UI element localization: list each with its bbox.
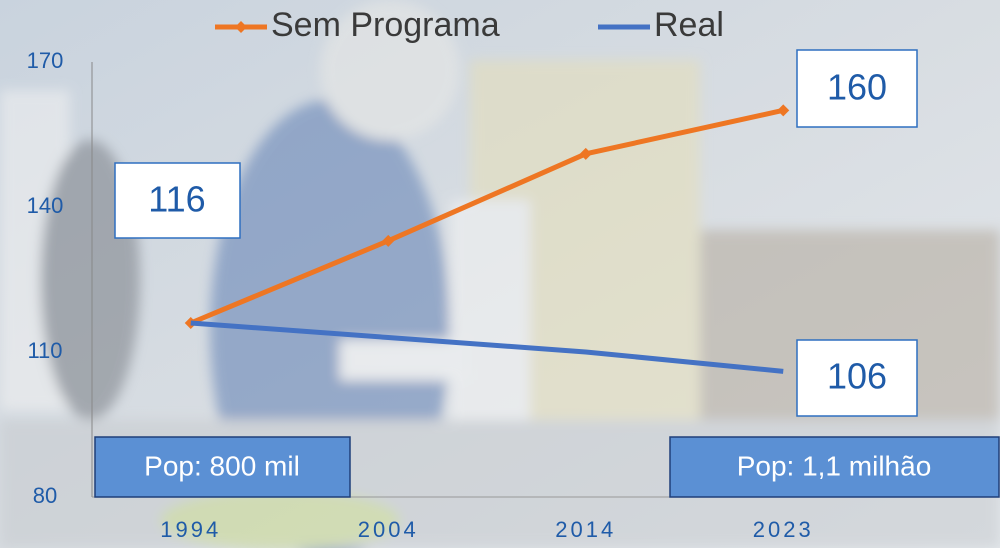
- x-tick-label: 2014: [555, 517, 616, 542]
- value-label: 116: [148, 179, 205, 220]
- y-tick-label: 170: [27, 48, 64, 73]
- annotation: Pop: 1,1 milhão: [737, 450, 932, 481]
- y-tick-label: 110: [27, 338, 62, 363]
- x-tick-label: 2023: [753, 517, 814, 542]
- value-label: 106: [827, 356, 887, 397]
- annotation: Pop: 800 mil: [144, 450, 300, 481]
- y-tick-label: 140: [27, 193, 64, 218]
- chart: 116 160 106 Pop: 800 mil Pop: 1,1 milhão…: [0, 0, 1000, 548]
- y-tick-label: 80: [33, 483, 57, 508]
- x-tick-label: 2004: [358, 517, 419, 542]
- value-label: 160: [827, 67, 887, 108]
- x-tick-label: 1994: [160, 517, 221, 542]
- legend-label: Sem Programa: [271, 6, 500, 44]
- legend-label: Real: [654, 6, 724, 44]
